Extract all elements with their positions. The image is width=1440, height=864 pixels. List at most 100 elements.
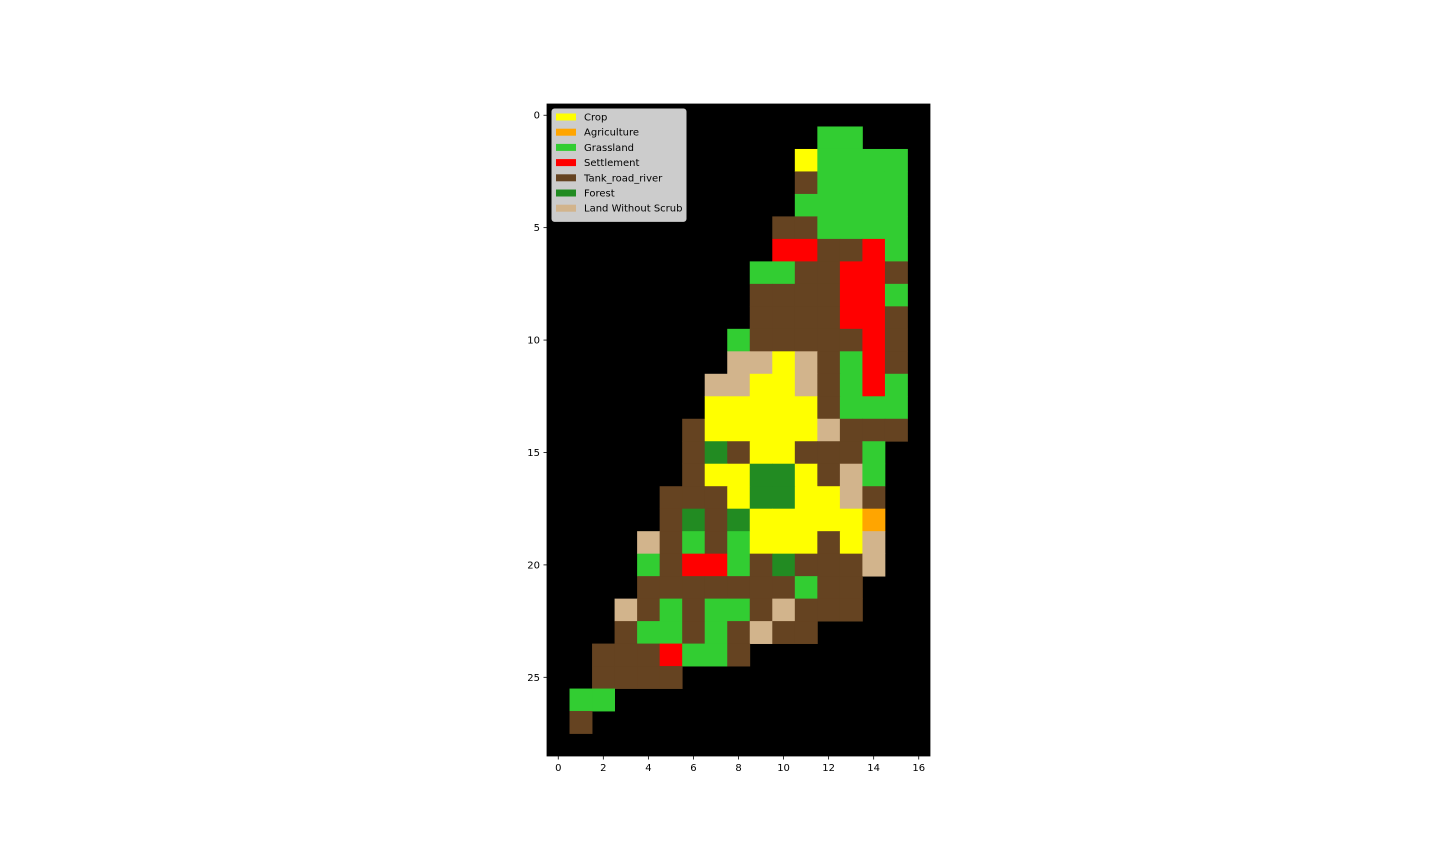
heatmap-cell (772, 396, 796, 420)
heatmap-cell (794, 441, 818, 465)
heatmap-cell (817, 418, 841, 442)
legend-label: Settlement (584, 158, 640, 169)
heatmap-cell (682, 621, 706, 644)
heatmap-cell (704, 441, 728, 465)
heatmap-cell (772, 553, 796, 577)
heatmap-cell (592, 688, 615, 712)
heatmap-cell (794, 328, 818, 352)
heatmap-cell (569, 688, 593, 712)
heatmap-cell (794, 351, 818, 375)
y-tick-label: 10 (527, 336, 540, 347)
heatmap-cell (862, 508, 886, 532)
heatmap-cell (794, 373, 818, 397)
heatmap-cell (884, 351, 908, 375)
heatmap-cell (839, 238, 863, 262)
legend-label: Land Without Scrub (584, 204, 682, 215)
heatmap-cell (772, 373, 796, 397)
heatmap-cell (862, 373, 886, 397)
heatmap-cell (749, 463, 773, 487)
heatmap-cell (749, 306, 773, 330)
heatmap-cell (839, 193, 863, 217)
heatmap-cell (839, 328, 863, 352)
x-tick-label: 2 (600, 763, 606, 774)
heatmap-cell (659, 666, 683, 689)
heatmap-cell (862, 193, 886, 217)
heatmap-cell (839, 396, 863, 420)
heatmap-cell (727, 553, 751, 577)
heatmap-cell (749, 351, 773, 375)
heatmap-cell (884, 306, 908, 330)
legend-label: Agriculture (584, 128, 639, 139)
heatmap-cell (637, 643, 661, 667)
heatmap-cell (862, 171, 886, 195)
heatmap-cell (839, 576, 863, 600)
heatmap-cell (862, 148, 886, 172)
heatmap-cell (772, 283, 796, 307)
heatmap-cell (704, 621, 728, 644)
heatmap-cell (817, 441, 841, 465)
heatmap-cell (817, 531, 841, 555)
heatmap-cell (794, 283, 818, 307)
legend-swatch (556, 143, 576, 151)
heatmap-cell (794, 396, 818, 420)
heatmap-cell (727, 486, 751, 510)
heatmap-cell (839, 418, 863, 442)
y-tick-label: 20 (527, 560, 540, 571)
heatmap-cell (862, 418, 886, 442)
heatmap-cell (772, 238, 796, 262)
heatmap-cell (682, 531, 706, 555)
heatmap-cell (817, 598, 841, 622)
heatmap-cell (794, 261, 818, 285)
legend-swatch (556, 189, 576, 197)
heatmap-cell (884, 328, 908, 352)
legend-swatch (556, 113, 576, 121)
heatmap-cell (794, 486, 818, 510)
heatmap-cell (817, 463, 841, 487)
heatmap-cell (794, 238, 818, 262)
heatmap-cell (817, 238, 841, 262)
heatmap-cell (839, 261, 863, 285)
heatmap-cell (637, 666, 661, 689)
heatmap-cell (817, 396, 841, 420)
heatmap-cell (727, 441, 751, 465)
heatmap-cell (682, 576, 706, 600)
heatmap-cell (659, 486, 683, 510)
heatmap-cell (839, 508, 863, 532)
heatmap-cell (862, 283, 886, 307)
heatmap-cell (749, 328, 773, 352)
heatmap-cell (727, 463, 751, 487)
heatmap-cell (817, 576, 841, 600)
heatmap-cell (884, 171, 908, 195)
heatmap-cell (862, 216, 886, 240)
heatmap-cell (704, 643, 728, 667)
heatmap-cell (794, 508, 818, 532)
heatmap-cell (727, 396, 751, 420)
heatmap-cell (727, 508, 751, 532)
heatmap-cell (592, 643, 615, 667)
heatmap-cell (862, 463, 886, 487)
y-tick-label: 5 (534, 223, 540, 234)
heatmap-cell (749, 508, 773, 532)
heatmap-cell (637, 553, 661, 577)
legend-label: Forest (584, 189, 615, 200)
heatmap-cell (839, 148, 863, 172)
heatmap-cell (839, 126, 863, 150)
heatmap-cell (884, 373, 908, 397)
heatmap-cell (749, 598, 773, 622)
heatmap-cell (727, 576, 751, 600)
heatmap-cell (727, 328, 751, 352)
heatmap-cell (862, 306, 886, 330)
heatmap-cell (817, 261, 841, 285)
x-tick-label: 0 (555, 763, 561, 774)
x-tick-label: 12 (822, 763, 835, 774)
heatmap-cell (704, 373, 728, 397)
heatmap-cell (659, 643, 683, 667)
heatmap-cell (569, 711, 593, 734)
heatmap-cell (794, 621, 818, 644)
heatmap-cell (884, 238, 908, 262)
heatmap-cell (839, 306, 863, 330)
heatmap-cell (884, 216, 908, 240)
heatmap-cell (704, 508, 728, 532)
x-tick-label: 8 (735, 763, 741, 774)
